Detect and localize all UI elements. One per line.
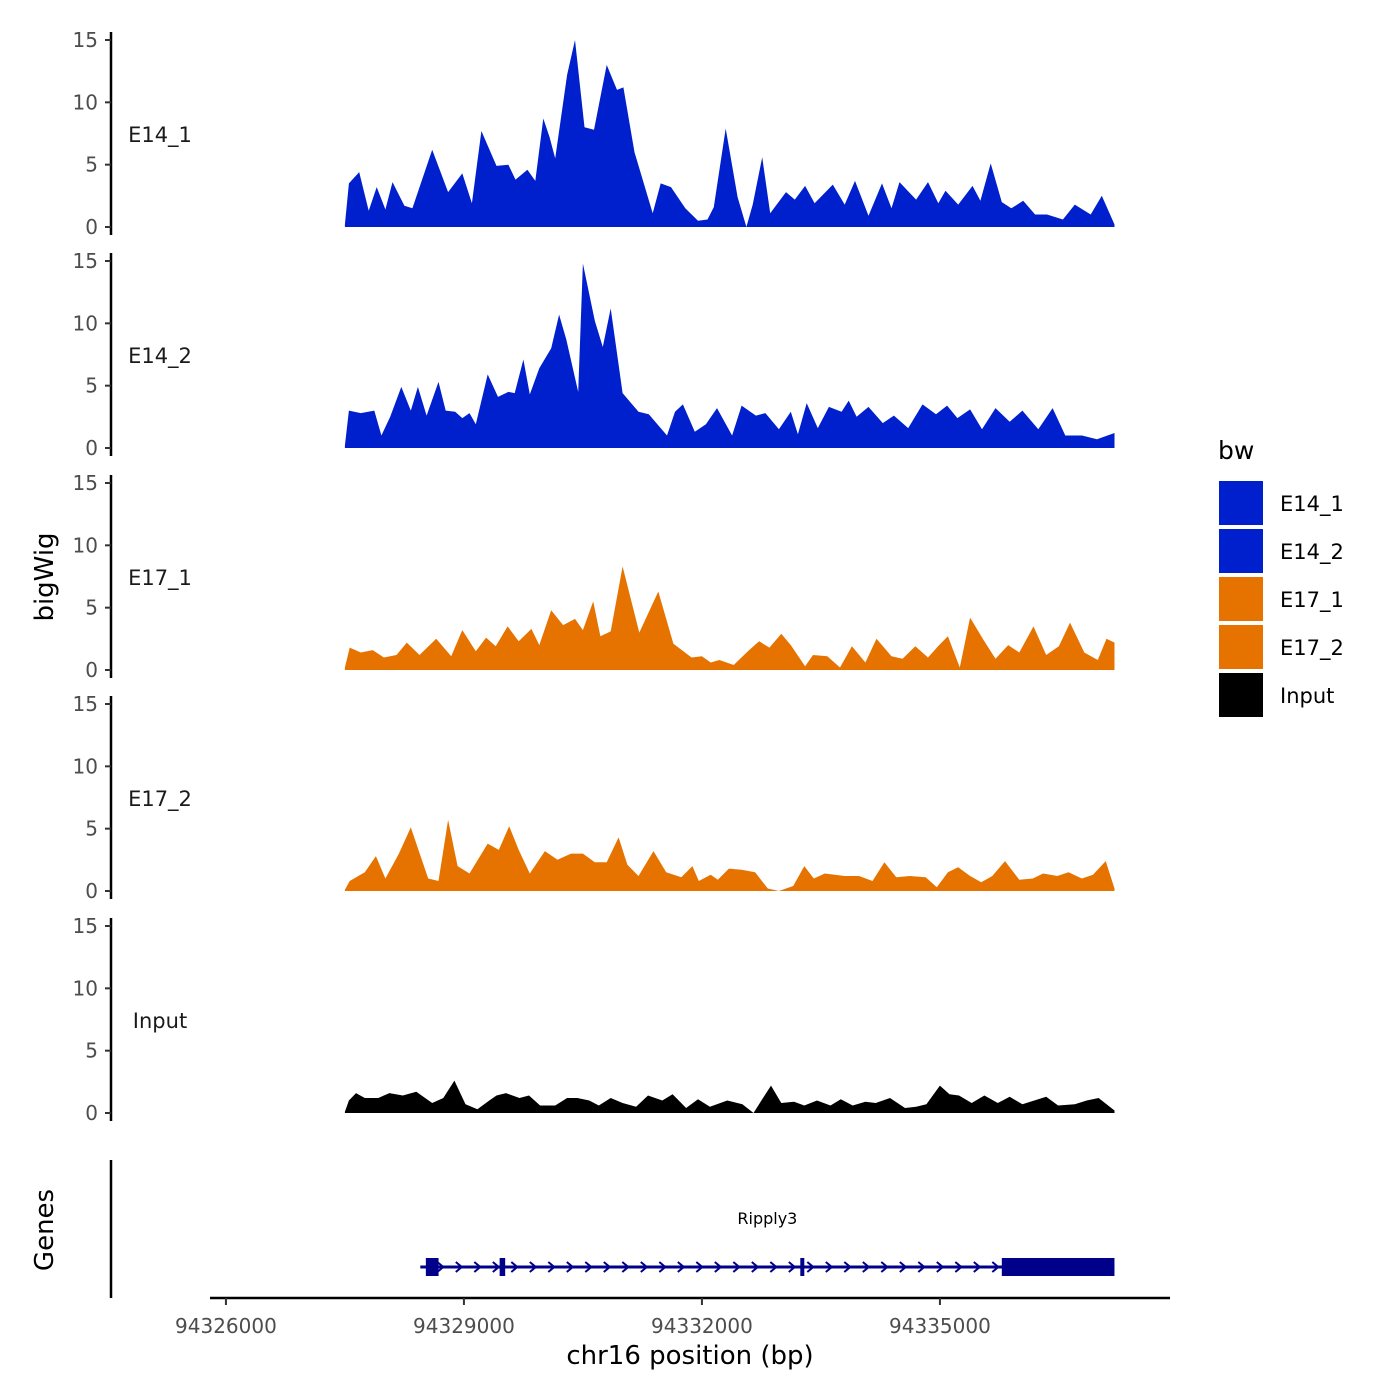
- panel-label-E17_2: E17_2: [128, 787, 192, 812]
- strand-arrow: [899, 1261, 908, 1273]
- strand-arrow: [695, 1261, 704, 1273]
- y-tick-label: 15: [73, 914, 98, 938]
- legend-title: bw: [1218, 436, 1254, 465]
- x-tick-label: 94335000: [889, 1314, 991, 1338]
- y-tick-label: 0: [85, 215, 98, 239]
- track-E14_2: 0 5 10 15 E14_2: [73, 249, 1115, 460]
- y-tick-label: 0: [85, 1101, 98, 1125]
- area-E14_2: [344, 263, 1115, 448]
- strand-arrow: [455, 1261, 464, 1273]
- strand-arrow: [954, 1261, 963, 1273]
- y-tick-label: 5: [85, 1039, 98, 1063]
- gene-label: Ripply3: [737, 1209, 797, 1228]
- strand-arrow: [973, 1261, 982, 1273]
- legend-key-E17_1: [1217, 575, 1265, 623]
- strand-arrow: [751, 1261, 760, 1273]
- legend-label-E14_2: E14_2: [1280, 540, 1344, 565]
- strand-arrow: [547, 1261, 556, 1273]
- strand-arrow: [640, 1261, 649, 1273]
- legend-key-E14_2: [1217, 527, 1265, 575]
- gene-exon: [425, 1258, 439, 1276]
- strand-arrow: [991, 1261, 1000, 1273]
- y-tick-label: 15: [73, 249, 98, 273]
- y-tick-label: 15: [73, 471, 98, 495]
- y-tick-label: 10: [73, 533, 98, 557]
- genes-panel: Ripply3: [109, 1160, 1115, 1298]
- y-tick-label: 10: [73, 754, 98, 778]
- legend-label-Input: Input: [1280, 684, 1334, 708]
- x-tick-label: 94329000: [413, 1314, 515, 1338]
- strand-arrow: [658, 1261, 667, 1273]
- y-tick-label: 15: [73, 692, 98, 716]
- legend-key-Input: [1217, 671, 1265, 719]
- track-E17_1: 0 5 10 15 E17_1: [73, 471, 1115, 682]
- strand-arrow: [566, 1261, 575, 1273]
- strand-arrow: [788, 1261, 797, 1273]
- y-tick-label: 5: [85, 817, 98, 841]
- strand-arrow: [492, 1261, 501, 1273]
- y-tick-label: 15: [73, 28, 98, 52]
- x-tick-label: 94326000: [175, 1314, 277, 1338]
- panel-label-E17_1: E17_1: [128, 566, 192, 591]
- strand-arrow: [714, 1261, 723, 1273]
- track-E17_2: 0 5 10 15 E17_2: [73, 692, 1115, 903]
- panel-label-E14_1: E14_1: [128, 123, 192, 148]
- strand-arrow: [603, 1261, 612, 1273]
- strand-arrow: [732, 1261, 741, 1273]
- legend-label-E14_1: E14_1: [1280, 492, 1344, 517]
- legend: bw E14_1 E14_2 E17_1 E17_2 Input: [1217, 436, 1344, 719]
- strand-arrow: [862, 1261, 871, 1273]
- area-Input: [344, 1080, 1115, 1113]
- panel-label-Input: Input: [133, 1009, 187, 1033]
- x-axis: 94326000 94329000 94332000 94335000: [175, 1296, 1170, 1338]
- strand-arrow: [436, 1261, 445, 1273]
- gene-exon: [1001, 1258, 1115, 1276]
- gene-exon: [800, 1258, 805, 1276]
- legend-key-E17_2: [1217, 623, 1265, 671]
- strand-arrow: [917, 1261, 926, 1273]
- strand-arrow: [825, 1261, 834, 1273]
- area-E17_2: [344, 819, 1115, 891]
- strand-arrow: [880, 1261, 889, 1273]
- legend-label-E17_2: E17_2: [1280, 636, 1344, 661]
- area-E17_1: [344, 566, 1115, 670]
- y-tick-label: 5: [85, 596, 98, 620]
- legend-items: E14_1 E14_2 E17_1 E17_2 Input: [1217, 479, 1344, 719]
- panel-label-E14_2: E14_2: [128, 344, 192, 369]
- legend-key-E14_1: [1217, 479, 1265, 527]
- track-panels: 0 5 10 15 E14_1 0 5 10 15 E14_2 0 5 10 15 E17_1 0 5 10 15 E…: [73, 28, 1115, 1125]
- strand-arrow: [621, 1261, 630, 1273]
- genes-axis-title: Genes: [30, 1189, 60, 1271]
- track-Input: 0 5 10 15 Input: [73, 914, 1115, 1125]
- y-tick-label: 5: [85, 374, 98, 398]
- y-tick-label: 0: [85, 436, 98, 460]
- y-tick-label: 10: [73, 311, 98, 335]
- strand-arrow: [584, 1261, 593, 1273]
- strand-arrow: [529, 1261, 538, 1273]
- y-tick-label: 10: [73, 976, 98, 1000]
- track-E14_1: 0 5 10 15 E14_1: [73, 28, 1115, 239]
- strand-arrow: [936, 1261, 945, 1273]
- strand-arrow: [510, 1261, 519, 1273]
- strand-arrow: [473, 1261, 482, 1273]
- strand-arrow: [769, 1261, 778, 1273]
- y-tick-label: 0: [85, 879, 98, 903]
- area-E14_1: [344, 40, 1115, 227]
- strand-arrow: [677, 1261, 686, 1273]
- gene-Ripply3: Ripply3: [420, 1209, 1115, 1276]
- strand-arrow: [806, 1261, 815, 1273]
- legend-label-E17_1: E17_1: [1280, 588, 1344, 613]
- y-tick-label: 5: [85, 153, 98, 177]
- y-axis-title: bigWig: [30, 532, 60, 621]
- y-tick-label: 10: [73, 90, 98, 114]
- gene-exon: [499, 1258, 506, 1276]
- y-tick-label: 0: [85, 658, 98, 682]
- x-tick-label: 94332000: [651, 1314, 753, 1338]
- strand-arrow: [843, 1261, 852, 1273]
- x-axis-title: chr16 position (bp): [566, 1341, 813, 1371]
